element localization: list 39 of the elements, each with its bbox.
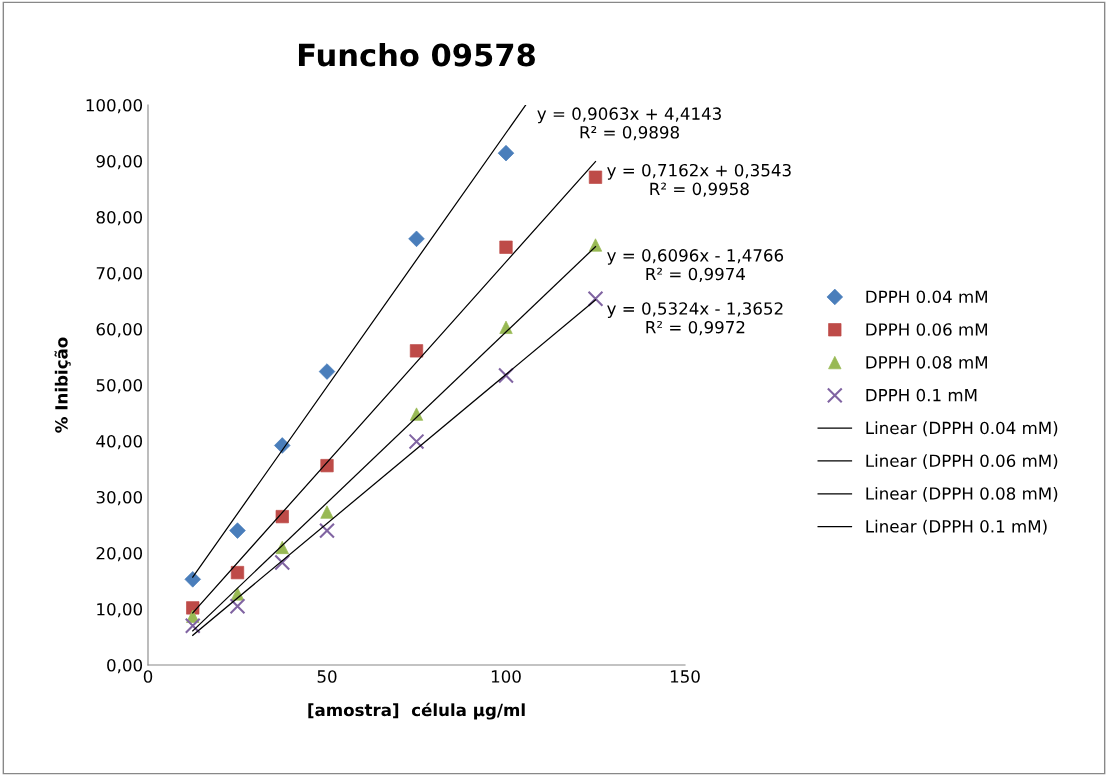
y-tick-label: 90,00	[96, 154, 143, 170]
legend-label: DPPH 0.1 mM	[866, 388, 977, 402]
y-tick-label: 40,00	[96, 434, 143, 450]
point	[184, 617, 201, 634]
y-tick-label: 60,00	[96, 322, 143, 338]
y-tick-label: 80,00	[96, 210, 143, 226]
y-tick-label: 10,00	[97, 602, 143, 618]
x-tick-label: 100	[491, 670, 521, 683]
chart-title: Funcho 09578	[298, 42, 535, 67]
x-tick-label: 150	[670, 670, 700, 683]
annotation: y = 0,7162x + 0,3543 R² = 0,9958	[607, 163, 791, 197]
point	[587, 290, 604, 307]
point	[229, 598, 246, 615]
annotation: y = 0,5324x - 1,3652 R² = 0,9972	[607, 302, 783, 336]
y-axis-title: % Inibição	[54, 337, 71, 433]
y-tick-label: 0,00	[107, 658, 143, 674]
point	[408, 230, 425, 248]
point	[274, 554, 291, 571]
point	[408, 433, 425, 450]
annotation: y = 0,6096x - 1,4766 R² = 0,9974	[607, 249, 784, 282]
legend-label: Linear (DPPH 0.04 mM)	[866, 421, 1058, 437]
legend-label: Linear (DPPH 0.08 mM)	[866, 486, 1058, 502]
legend-label: DPPH 0.06 mM	[866, 323, 987, 336]
point	[319, 522, 335, 539]
legend-label: DPPH 0.08 mM	[866, 356, 987, 369]
y-tick-label: 70,00	[96, 266, 143, 282]
point	[497, 144, 515, 162]
y-tick-label: 20,00	[96, 546, 143, 562]
x-tick-label: 50	[317, 670, 337, 683]
x-tick-label: 0	[143, 670, 153, 683]
annotation: y = 0,9063x + 4,4143 R² = 0,9898	[537, 107, 721, 141]
y-tick-label: 100,00	[86, 98, 143, 114]
y-tick-label: 50,00	[96, 378, 143, 394]
y-tick-label: 30,00	[96, 490, 143, 506]
legend-label: DPPH 0.04 mM	[866, 290, 987, 304]
x-axis-title: [amostra] célula µg/ml	[308, 702, 525, 720]
legend-label: Linear (DPPH 0.06 mM)	[866, 454, 1058, 469]
point	[498, 367, 514, 384]
legend-label: Linear (DPPH 0.1 mM)	[866, 519, 1047, 535]
